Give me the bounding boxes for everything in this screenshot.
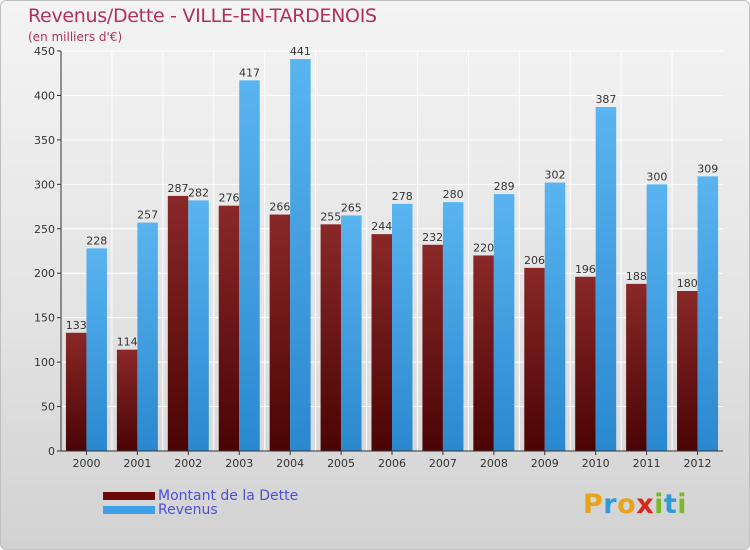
data-label-revenus: 417 <box>239 66 260 79</box>
bar-revenus <box>239 80 260 451</box>
bar-dette <box>65 332 87 451</box>
data-label-dette: 276 <box>218 192 239 205</box>
x-tick-label: 2007 <box>429 457 457 470</box>
bar-revenus <box>595 107 617 451</box>
y-tick-label: 250 <box>34 223 55 236</box>
data-label-dette: 255 <box>320 210 341 223</box>
data-label-revenus: 441 <box>290 45 311 58</box>
bar-dette <box>524 267 545 451</box>
legend-swatch-revenus <box>103 506 155 514</box>
legend-swatch-dette <box>103 492 155 500</box>
data-label-dette: 266 <box>269 201 290 214</box>
bar-dette <box>320 224 342 451</box>
x-tick-label: 2010 <box>582 457 610 470</box>
data-label-dette: 232 <box>422 231 443 244</box>
y-tick-label: 350 <box>34 134 55 147</box>
y-tick-label: 100 <box>34 356 55 369</box>
logo-letter: t <box>663 489 678 520</box>
data-label-dette: 287 <box>168 182 189 195</box>
bar-dette <box>269 214 291 451</box>
logo-letter: o <box>617 489 637 520</box>
logo-letter: r <box>603 489 618 520</box>
bar-revenus <box>493 194 515 451</box>
bar-dette <box>677 291 698 451</box>
y-tick-label: 300 <box>34 178 55 191</box>
legend-label-revenus: Revenus <box>158 502 218 518</box>
data-label-dette: 180 <box>677 277 698 290</box>
logo-letter: x <box>636 489 655 520</box>
data-label-dette: 188 <box>626 270 647 283</box>
logo-letter: P <box>583 489 604 520</box>
x-tick-label: 2001 <box>123 457 151 470</box>
legend-item-revenus: Revenus <box>103 502 218 518</box>
logo-letter: i <box>677 489 688 520</box>
data-label-revenus: 257 <box>137 209 158 222</box>
data-label-revenus: 387 <box>595 93 616 106</box>
x-tick-label: 2003 <box>225 457 253 470</box>
chart-title: Revenus/Dette - VILLE-EN-TARDENOIS <box>28 5 377 27</box>
bar-dette <box>371 234 392 451</box>
data-label-dette: 220 <box>473 241 494 254</box>
bar-dette <box>422 244 443 451</box>
y-tick-label: 400 <box>34 89 55 102</box>
data-label-dette: 114 <box>117 336 138 349</box>
bar-dette <box>116 349 138 451</box>
x-tick-label: 2006 <box>378 457 406 470</box>
data-label-dette: 133 <box>66 319 87 332</box>
legend-item-dette: Montant de la Dette <box>103 488 298 504</box>
x-tick-label: 2000 <box>72 457 100 470</box>
x-tick-label: 2011 <box>633 457 661 470</box>
data-label-revenus: 265 <box>341 201 362 214</box>
y-tick-label: 450 <box>34 45 55 58</box>
data-label-dette: 196 <box>575 263 596 276</box>
y-tick-label: 50 <box>41 401 55 414</box>
x-tick-label: 2008 <box>480 457 508 470</box>
bar-dette <box>626 283 647 451</box>
bar-revenus <box>137 222 158 451</box>
bar-revenus <box>188 200 209 451</box>
data-label-revenus: 280 <box>443 188 464 201</box>
data-label-revenus: 302 <box>545 169 566 182</box>
bar-revenus <box>290 59 311 451</box>
bar-revenus <box>442 202 464 451</box>
y-tick-label: 0 <box>48 445 55 458</box>
bar-dette <box>218 205 240 451</box>
x-tick-label: 2004 <box>276 457 304 470</box>
data-label-revenus: 228 <box>86 234 107 247</box>
bar-dette <box>167 195 189 451</box>
x-tick-label: 2012 <box>684 457 712 470</box>
data-label-dette: 244 <box>371 220 392 233</box>
bar-revenus <box>544 182 566 452</box>
data-label-revenus: 300 <box>646 170 667 183</box>
bar-dette <box>575 276 596 451</box>
bar-dette <box>473 255 494 451</box>
logo-letter: i <box>654 489 664 520</box>
data-label-revenus: 282 <box>188 186 209 199</box>
y-tick-label: 200 <box>34 267 55 280</box>
x-tick-label: 2009 <box>531 457 559 470</box>
x-tick-label: 2002 <box>174 457 202 470</box>
bar-revenus <box>341 215 362 451</box>
data-label-revenus: 289 <box>494 180 515 193</box>
bar-revenus <box>392 203 413 451</box>
y-tick-label: 150 <box>34 312 55 325</box>
chart-subtitle: (en milliers d'€) <box>28 30 123 44</box>
proxiti-logo: Proxiti <box>583 489 687 520</box>
bar-revenus <box>86 248 107 451</box>
bar-revenus <box>697 176 719 452</box>
bar-revenus <box>646 184 668 452</box>
legend-label-dette: Montant de la Dette <box>158 488 299 504</box>
x-tick-label: 2005 <box>327 457 355 470</box>
data-label-revenus: 278 <box>392 190 413 203</box>
data-label-dette: 206 <box>524 254 545 267</box>
data-label-revenus: 309 <box>697 162 718 175</box>
